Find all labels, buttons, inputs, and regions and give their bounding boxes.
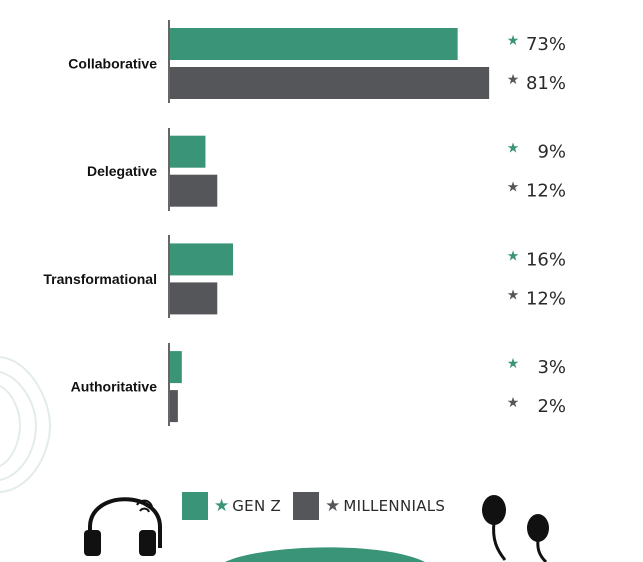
earbuds-icon [482, 495, 549, 562]
value-label-millennials-collaborative: 81% [526, 73, 566, 94]
category-label-collaborative: Collaborative [68, 56, 157, 72]
legend-swatch-gen-z [182, 492, 208, 520]
star-icon: ★ [214, 496, 230, 516]
value-label-gen-z-collaborative: 73% [526, 34, 566, 55]
legend-item-gen-z: ★ GEN Z [182, 492, 281, 520]
value-label-millennials-delegative: 12% [526, 181, 566, 202]
star-icon: ★ [507, 287, 520, 303]
star-icon: ★ [507, 33, 520, 49]
bar-millennials-collaborative [170, 67, 490, 99]
decor-bottom-arc-shape [225, 547, 425, 562]
value-label-millennials-authoritative: 2% [537, 396, 566, 417]
bar-millennials-delegative [170, 174, 218, 207]
star-icon: ★ [507, 356, 520, 372]
legend-label-gen-z: GEN Z [232, 497, 282, 515]
star-icon: ★ [507, 248, 520, 264]
bar-millennials-transformational [170, 282, 218, 315]
star-icon: ★ [507, 72, 520, 88]
legend-label-millennials: MILLENNIALS [343, 497, 446, 515]
category-label-delegative: Delegative [87, 163, 157, 179]
value-label-millennials-transformational: 12% [526, 288, 566, 309]
value-label-gen-z-delegative: 9% [537, 142, 566, 163]
decor-ring-shape [0, 356, 52, 493]
chart-bars: Collaborative ★ 73% ★ 81% Delegative ★ 9% ★ 12% Tr… [43, 28, 566, 423]
star-icon: ★ [325, 496, 341, 516]
legend-swatch-millennials [293, 492, 320, 520]
bar-millennials-authoritative [170, 390, 178, 423]
bar-gen-z-transformational [170, 243, 234, 276]
bar-gen-z-authoritative [170, 351, 182, 384]
value-label-gen-z-transformational: 16% [526, 249, 566, 270]
category-label-authoritative: Authoritative [71, 379, 158, 395]
star-icon: ★ [507, 141, 520, 157]
headphones-icon [84, 497, 162, 556]
star-icon: ★ [507, 180, 520, 196]
value-label-gen-z-authoritative: 3% [537, 357, 566, 378]
bar-gen-z-delegative [170, 135, 206, 168]
category-label-transformational: Transformational [43, 271, 157, 287]
bar-gen-z-collaborative [170, 28, 458, 60]
legend-item-millennials: ★ MILLENNIALS [293, 492, 445, 520]
legend: ★ GEN Z ★ MILLENNIALS [182, 491, 457, 521]
star-icon: ★ [507, 395, 520, 411]
